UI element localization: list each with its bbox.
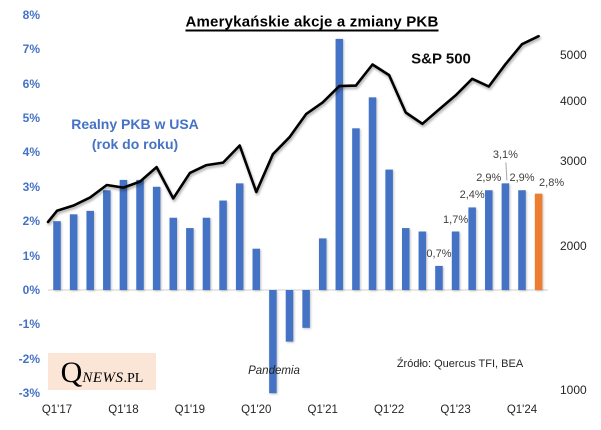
source-credit: Źródło: Quercus TFI, BEA <box>396 358 524 370</box>
gdp-bar <box>451 231 460 290</box>
x-axis-tick-label: Q1'24 <box>506 404 538 416</box>
gdp-bar <box>285 290 294 342</box>
bar-value-label: 2,9% <box>476 172 502 185</box>
y-axis-left-tick-label: 0% <box>22 283 40 297</box>
gdp-bar <box>219 200 227 290</box>
gdp-bar <box>86 210 94 290</box>
gdp-bar <box>119 179 128 290</box>
gdp-bar <box>235 183 244 290</box>
sp500-line <box>46 34 540 224</box>
y-axis-left-tick-label: 8% <box>22 7 40 22</box>
gdp-bar <box>136 179 144 290</box>
gdp-bar <box>186 228 194 290</box>
gdp-bar <box>169 217 177 290</box>
sp500-series-label: S&P 500 <box>411 50 471 68</box>
gdp-bar <box>302 290 310 328</box>
y-axis-left-tick-label: 2% <box>22 214 40 229</box>
gdp-bar <box>69 214 78 290</box>
y-axis-right-tick-label: 1000 <box>560 383 587 398</box>
gdp-bar <box>318 238 327 290</box>
bar-value-label: 2,4% <box>459 189 485 202</box>
gdp-bar <box>418 231 427 290</box>
x-axis-tick-label: Q1'19 <box>174 404 206 416</box>
pandemia-annotation: Pandemia <box>248 365 300 377</box>
gdp-series-label: Realny PKB w USA (rok do roku) <box>71 114 199 154</box>
gdp-bar <box>202 217 211 290</box>
gdp-bar <box>435 265 443 290</box>
gdp-bar <box>485 190 493 290</box>
y-axis-left-tick-label: -2% <box>18 351 40 366</box>
gdp-bar <box>501 183 510 290</box>
gdp-bar <box>352 128 360 290</box>
bar-value-label: 1,7% <box>443 213 469 226</box>
y-axis-left-tick-label: 5% <box>22 111 40 125</box>
x-axis-tick-label: Q1'20 <box>241 404 272 416</box>
gdp-series-label-line2: (rok do roku) <box>91 136 179 152</box>
chart-title: Amerykańskie akcje a zmiany PKB <box>185 13 439 31</box>
bar-value-label: 2,9% <box>509 172 535 185</box>
bar-value-label: 3,1% <box>492 149 518 162</box>
x-axis-tick-label: Q1'21 <box>307 404 338 416</box>
qnews-logo-pl: .PL <box>123 371 144 386</box>
y-axis-right-tick-label: 2000 <box>560 238 587 253</box>
bar-value-label: 0,7% <box>426 247 452 260</box>
gdp-bar <box>103 190 111 290</box>
gdp-bar <box>252 248 261 290</box>
gdp-bar <box>53 221 61 290</box>
y-axis-right-tick-label: 4000 <box>560 94 587 109</box>
y-axis-right-tick-label: 5000 <box>560 47 587 62</box>
gdp-bar <box>534 193 543 290</box>
x-axis-tick-label: Q1'22 <box>373 404 405 416</box>
y-axis-right-tick-label: 3000 <box>560 154 587 168</box>
gdp-bar <box>402 228 410 290</box>
gdp-series-label-line1: Realny PKB w USA <box>71 116 199 132</box>
gdp-bars-group <box>53 38 543 394</box>
y-axis-left-tick-label: 3% <box>22 179 40 194</box>
qnews-logo-q: Q <box>60 356 83 389</box>
y-axis-left-tick-label: -3% <box>18 386 40 401</box>
gdp-bar <box>468 207 476 290</box>
x-axis-tick-label: Q1'17 <box>41 404 73 416</box>
y-axis-left-tick-label: 4% <box>22 145 40 160</box>
gdp-bar <box>269 290 277 394</box>
qnews-logo: Q NEWS .PL <box>48 353 156 390</box>
y-axis-left-tick-label: -1% <box>18 317 40 332</box>
gdp-bar <box>385 169 393 290</box>
y-axis-left-tick-label: 7% <box>22 42 40 57</box>
gdp-bar <box>335 38 344 290</box>
qnews-logo-news: NEWS <box>82 370 124 386</box>
gdp-bar <box>368 97 377 290</box>
x-axis-tick-label: Q1'18 <box>108 404 139 416</box>
x-axis-tick-label: Q1'23 <box>440 404 471 416</box>
gdp-bar <box>518 190 526 290</box>
bar-value-label: 2,8% <box>539 176 565 189</box>
y-axis-left-tick-label: 1% <box>22 248 40 263</box>
gdp-bar <box>152 186 161 290</box>
y-axis-left-tick-label: 6% <box>22 76 40 91</box>
annotation-leader-line <box>505 162 508 181</box>
